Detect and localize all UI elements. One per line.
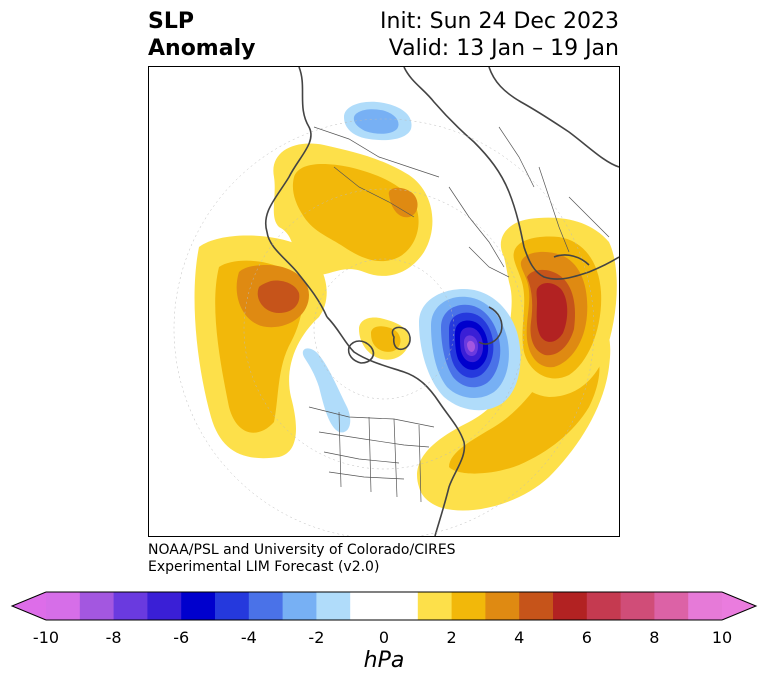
colorbar-cell [46,592,81,620]
north-atlantic-low [419,289,521,411]
colorbar-units: hPa [363,648,405,673]
colorbar-cell [417,592,453,620]
title-field: Anomaly [148,36,256,61]
colorbar-tick-label: 0 [378,628,390,647]
northeast-pacific-high [194,235,327,459]
colorbar-tick-label: -2 [308,628,325,647]
arctic-high [273,143,433,276]
political-borders [308,126,610,503]
colorbar-tick-label: -8 [105,628,122,647]
colorbar [10,591,758,621]
credit-line-2: Experimental LIM Forecast (v2.0) [148,559,380,575]
title-right: Init: Sun 24 Dec 2023 Valid: 13 Jan – 19… [380,8,619,62]
colorbar-cell [451,592,486,620]
map-panel [148,66,620,537]
colorbar-tick-label: 2 [446,628,457,647]
colorbar-cell [282,592,317,620]
title-left: SLP Anomaly [148,8,255,62]
colorbar-tick-label: -6 [173,628,190,647]
colorbar-cell [248,592,284,620]
colorbar-cell [147,592,182,620]
west-coast-low [302,348,351,433]
colorbar-cell [316,592,351,620]
colorbar-cell [384,592,419,620]
colorbar-cell [215,592,250,620]
colorbar-cell [688,592,723,620]
colorbar-min-extend [12,592,46,620]
east-asia-low [344,101,412,141]
anomaly-map [173,67,619,536]
colorbar-cell [79,592,115,620]
colorbar-cells [46,592,723,620]
colorbar-cell [519,592,554,620]
colorbar-tick-label: 4 [514,628,525,647]
colorbar-tick-label: 8 [649,628,660,647]
colorbar-tick-label: -10 [32,628,60,647]
colorbar-max-extend [722,592,756,620]
colorbar-tick-label: 10 [711,628,733,647]
colorbar-cell [485,592,520,620]
valid-range: Valid: 13 Jan – 19 Jan [388,36,619,61]
central-arctic-high [359,317,410,360]
credit-block: NOAA/PSL and University of Colorado/CIRE… [148,542,456,576]
graticule [173,118,595,536]
credit-line-1: NOAA/PSL and University of Colorado/CIRE… [148,542,456,558]
coastlines [264,67,619,536]
colorbar-cell [553,592,588,620]
init-date: Init: Sun 24 Dec 2023 [380,9,619,34]
colorbar-tick-label: 6 [581,628,592,647]
colorbar-cell [654,592,689,620]
title-variable: SLP [148,9,194,34]
colorbar-cell [350,592,385,620]
colorbar-tick-label: -4 [240,628,257,647]
colorbar-cell [113,592,148,620]
colorbar-cell [620,592,655,620]
colorbar-cell [181,592,216,620]
colorbar-cell [586,592,622,620]
